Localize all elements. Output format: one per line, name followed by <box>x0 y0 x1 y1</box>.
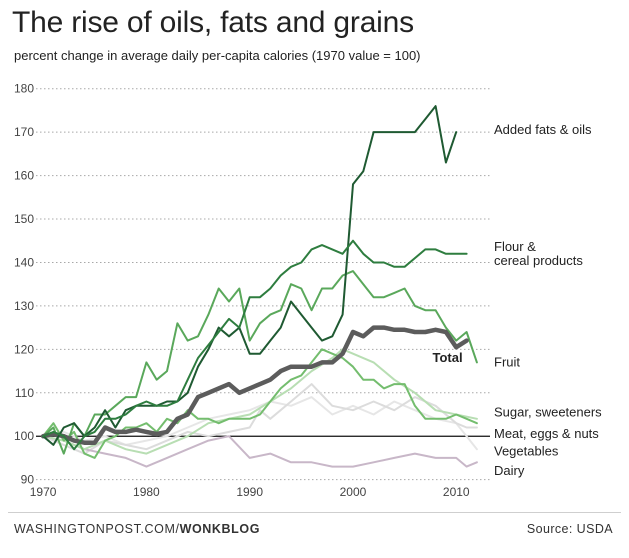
y-tick-label: 180 <box>14 82 34 96</box>
y-tick-label: 90 <box>21 473 35 487</box>
x-tick-label: 2010 <box>443 485 470 499</box>
series-labels: Added fats & oils Flour &cereal products T… <box>432 122 602 478</box>
y-tick-label: 120 <box>14 342 34 356</box>
x-tick-label: 2000 <box>340 485 367 499</box>
x-axis-ticks: 1970 1980 1990 2000 2010 <box>30 485 470 499</box>
chart-title: The rise of oils, fats and grains <box>12 6 414 39</box>
series-label-dairy: Dairy <box>494 463 525 478</box>
series-label-meat-eggs-nuts: Meat, eggs & nuts <box>494 426 599 441</box>
series-line-meat-eggs-nuts <box>42 383 478 455</box>
series-line-added-fats-oils <box>42 105 458 446</box>
series-line-fruit <box>42 348 478 459</box>
y-axis-ticks: 90 100 110 120 130 140 150 160 170 180 <box>14 82 34 487</box>
series-label-vegetables: Vegetables <box>494 443 559 458</box>
series-label-added-fats-oils: Added fats & oils <box>494 122 592 137</box>
footer-divider <box>8 512 621 513</box>
y-tick-label: 140 <box>14 255 34 269</box>
y-tick-label: 170 <box>14 125 34 139</box>
series-label-flour-green: Flour & <box>494 239 536 254</box>
y-tick-label: 160 <box>14 169 34 183</box>
x-tick-label: 1980 <box>133 485 160 499</box>
footer-section: WONKBLOG <box>179 522 261 536</box>
footer-site: WASHINGTONPOST.COM/ <box>14 522 180 536</box>
grid-lines <box>36 88 490 481</box>
series-line-total <box>40 325 469 445</box>
y-tick-label: 100 <box>14 429 34 443</box>
footer-credit: WASHINGTONPOST.COM/WONKBLOG <box>14 522 260 536</box>
series-line-flour-cereal-products <box>42 270 478 455</box>
y-tick-label: 110 <box>15 386 34 400</box>
series-lines <box>40 105 478 468</box>
y-tick-label: 150 <box>14 212 34 226</box>
series-label-total: Total <box>432 350 462 365</box>
footer-source: Source: USDA <box>526 522 613 536</box>
series-line-dairy <box>42 435 478 468</box>
series-label-fruit: Fruit <box>494 354 520 369</box>
x-tick-label: 1990 <box>236 485 263 499</box>
chart-subtitle: percent change in average daily per-capi… <box>14 48 421 63</box>
series-line-flour-green <box>42 239 468 451</box>
x-tick-label: 1970 <box>30 485 57 499</box>
series-label-sugar-sweeteners: Sugar, sweeteners <box>494 404 602 419</box>
series-label-flour-green: cereal products <box>494 253 583 268</box>
y-tick-label: 130 <box>14 299 34 313</box>
